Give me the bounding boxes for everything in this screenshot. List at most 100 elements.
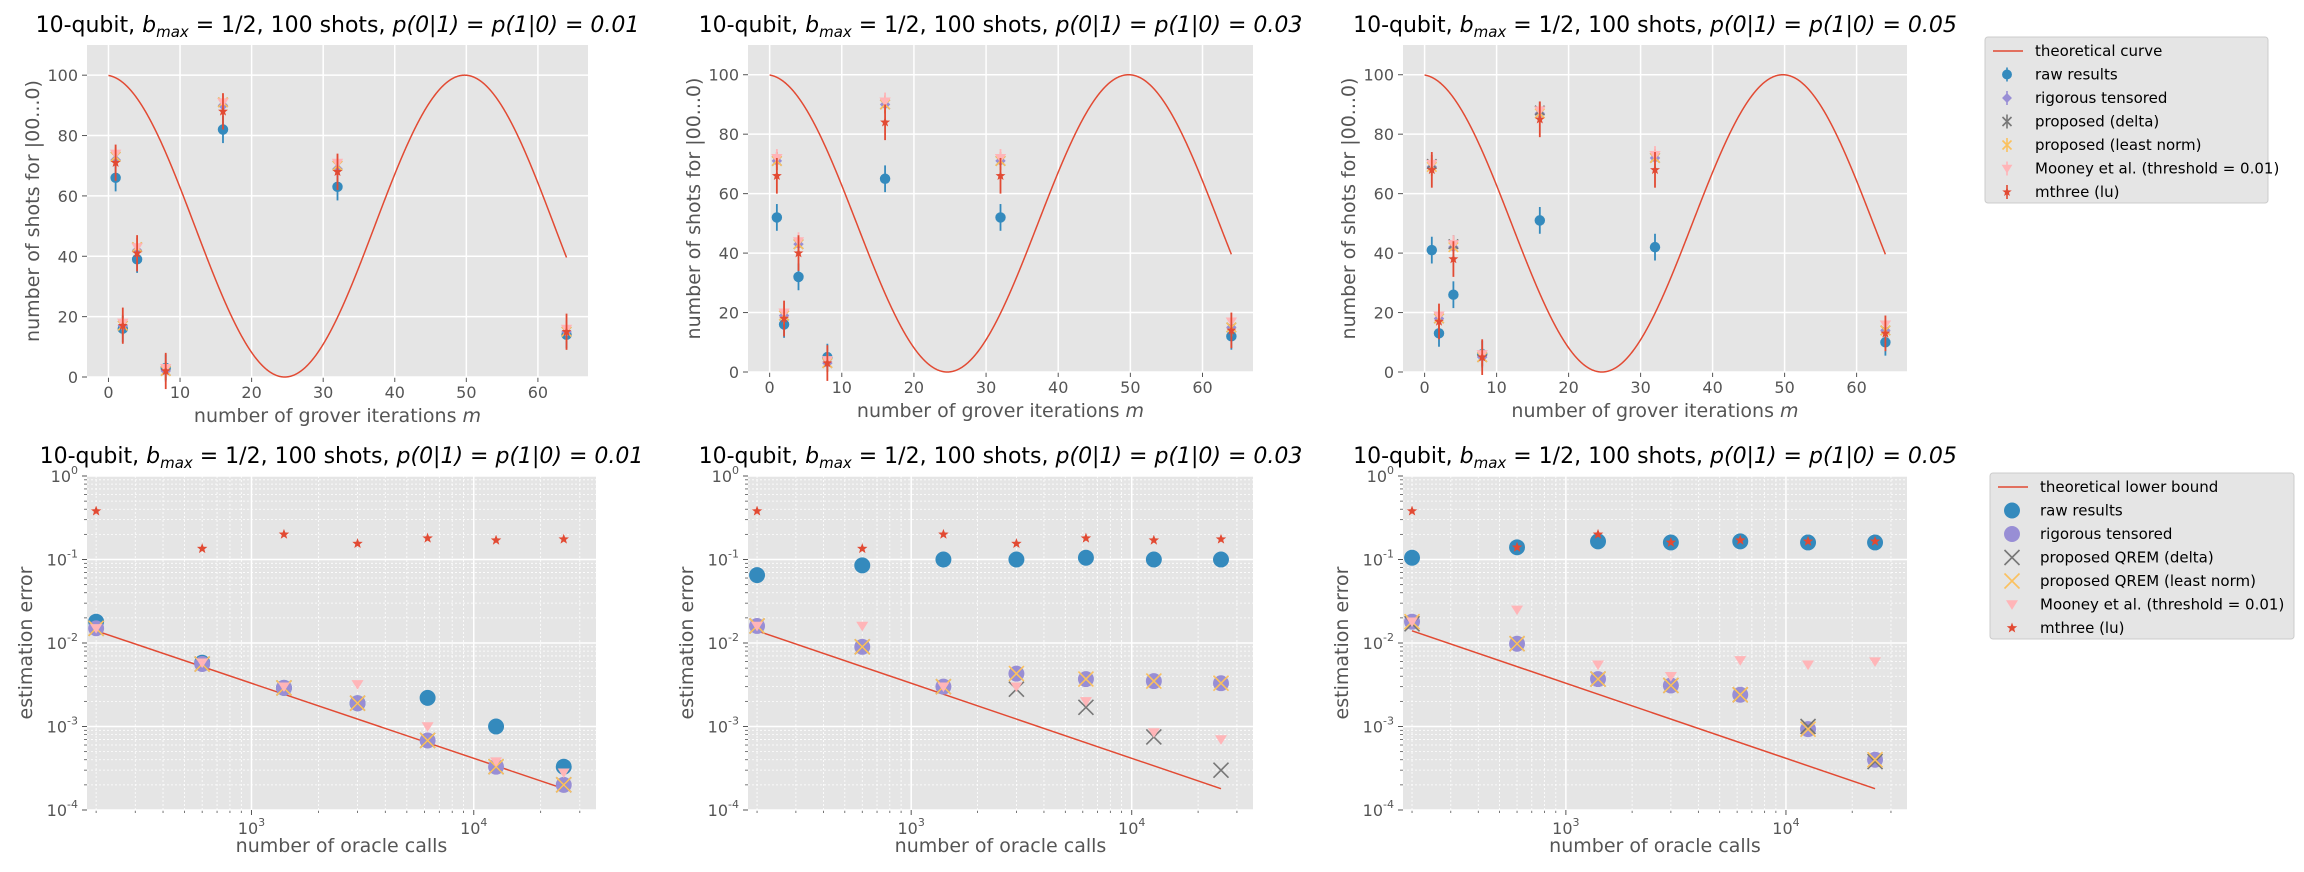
data-point <box>1448 253 1459 264</box>
legend-marker <box>2002 93 2012 103</box>
legend-label: proposed (delta) <box>2035 113 2159 131</box>
data-point <box>1406 505 1418 516</box>
chart-panel: 0 10 20 30 40 50 60 0 20 40 60 80 100 10-qubit, bmax … <box>683 13 1302 422</box>
data-point <box>854 557 871 574</box>
x-tick-label: 104 <box>1772 816 1799 838</box>
x-axis-label: number of grover iterations m <box>1511 400 1798 422</box>
data-point <box>1866 753 1884 770</box>
data-point <box>1212 762 1230 779</box>
data-point <box>1735 534 1746 545</box>
legend-label: mthree (lu) <box>2035 183 2119 201</box>
data-point <box>1880 328 1891 338</box>
y-tick-exp: -4 <box>728 798 739 811</box>
data-point <box>196 658 209 669</box>
legend: theoretical curve raw results rigorous ten… <box>1984 36 2279 204</box>
y-tick-exp: 0 <box>1387 464 1394 477</box>
data-point <box>856 621 869 632</box>
y-tick-label: 10-1 <box>47 548 78 570</box>
title-p: p(0|1) = p(1|0) = 0.01 <box>392 13 640 38</box>
y-tick-label: 100 <box>708 66 739 85</box>
y-tick-label: 40 <box>58 247 78 266</box>
data-point <box>793 247 804 258</box>
legend-marker <box>2001 139 2013 151</box>
data-point <box>561 326 572 336</box>
y-tick-base: 10 <box>708 718 728 737</box>
legend-label: theoretical lower bound <box>2040 478 2218 496</box>
data-point <box>779 313 790 323</box>
data-point <box>1802 535 1814 546</box>
data-point <box>751 621 764 632</box>
legend-marker <box>2002 69 2012 80</box>
data-point <box>1406 617 1419 628</box>
data-point <box>1077 549 1094 566</box>
panel-title: 10-qubit, bmax = 1/2, 100 shots, p(0|1) … <box>1353 13 1957 41</box>
legend-label: raw results <box>2040 502 2123 520</box>
title-b: b <box>142 13 156 38</box>
data-point <box>1145 551 1162 568</box>
y-tick-label: 100 <box>47 66 78 85</box>
y-tick-label: 10-4 <box>708 798 739 820</box>
legend-label: proposed QREM (delta) <box>2040 549 2214 567</box>
chart-panel: 0 10 20 30 40 50 60 0 20 40 60 80 100 10-qubit, bmax … <box>22 13 639 427</box>
legend-marker <box>2003 549 2021 566</box>
title-mid: = 1/2, 100 shots, <box>1506 444 1710 469</box>
data-point <box>1534 215 1546 226</box>
y-tick-exp: -1 <box>728 548 739 561</box>
theoretical-lower-bound <box>756 630 1222 790</box>
legend-label: mthree (lu) <box>2040 619 2124 637</box>
y-tick-label: 10-2 <box>47 631 78 653</box>
legend-marker <box>2006 600 2018 610</box>
data-point <box>1650 164 1660 175</box>
panel-title: 10-qubit, bmax = 1/2, 100 shots, p(0|1) … <box>40 444 644 472</box>
data-point <box>1426 164 1437 175</box>
legend-marker <box>2001 164 2013 174</box>
y-tick-label: 10-4 <box>1363 798 1394 820</box>
y-tick-exp: -4 <box>67 798 78 811</box>
x-tick-label: 60 <box>528 383 548 402</box>
x-tick-label: 10 <box>170 383 190 402</box>
data-point <box>1077 670 1094 688</box>
panel-title: 10-qubit, bmax = 1/2, 100 shots, p(0|1) … <box>36 13 640 41</box>
y-axis-label: estimation error <box>1331 566 1353 719</box>
x-tick-exp: 3 <box>258 816 265 829</box>
title-mid: = 1/2, 100 shots, <box>189 13 393 38</box>
x-tick-label: 30 <box>1630 378 1650 397</box>
x-tick-label: 40 <box>1048 378 1068 397</box>
data-point <box>1589 670 1607 688</box>
y-tick-label: 100 <box>712 464 739 486</box>
data-point <box>419 689 436 706</box>
data-point <box>90 505 102 516</box>
x-tick-exp: 3 <box>918 816 925 829</box>
x-tick-label: 30 <box>313 383 333 402</box>
data-point <box>1866 751 1884 768</box>
legend-marker <box>2004 526 2020 542</box>
legend-marker <box>2003 572 2021 590</box>
title-prefix: 10-qubit, <box>699 444 806 469</box>
data-point <box>1011 538 1022 549</box>
x-tick-label: 60 <box>1846 378 1866 397</box>
y-tick-label: 20 <box>719 304 739 323</box>
x-tick-label: 103 <box>238 816 265 838</box>
y-tick-base: 10 <box>708 551 728 570</box>
y-tick-label: 0 <box>68 368 78 387</box>
x-axis-label-m: m <box>1780 400 1799 422</box>
x-tick-base: 10 <box>898 819 918 838</box>
legend-label: proposed QREM (least norm) <box>2040 572 2256 590</box>
data-point <box>1080 532 1092 543</box>
y-axis-label: estimation error <box>676 566 698 719</box>
theoretical-lower-bound <box>95 630 564 790</box>
title-mid: = 1/2, 100 shots, <box>852 444 1056 469</box>
plot-area <box>87 45 588 377</box>
data-point <box>160 365 171 376</box>
y-tick-label: 0 <box>1384 363 1394 382</box>
data-point <box>558 533 569 544</box>
y-tick-base: 10 <box>51 467 71 486</box>
y-tick-base: 10 <box>708 634 728 653</box>
data-point <box>332 166 343 176</box>
data-point <box>1592 660 1605 671</box>
title-b: b <box>1460 444 1474 469</box>
